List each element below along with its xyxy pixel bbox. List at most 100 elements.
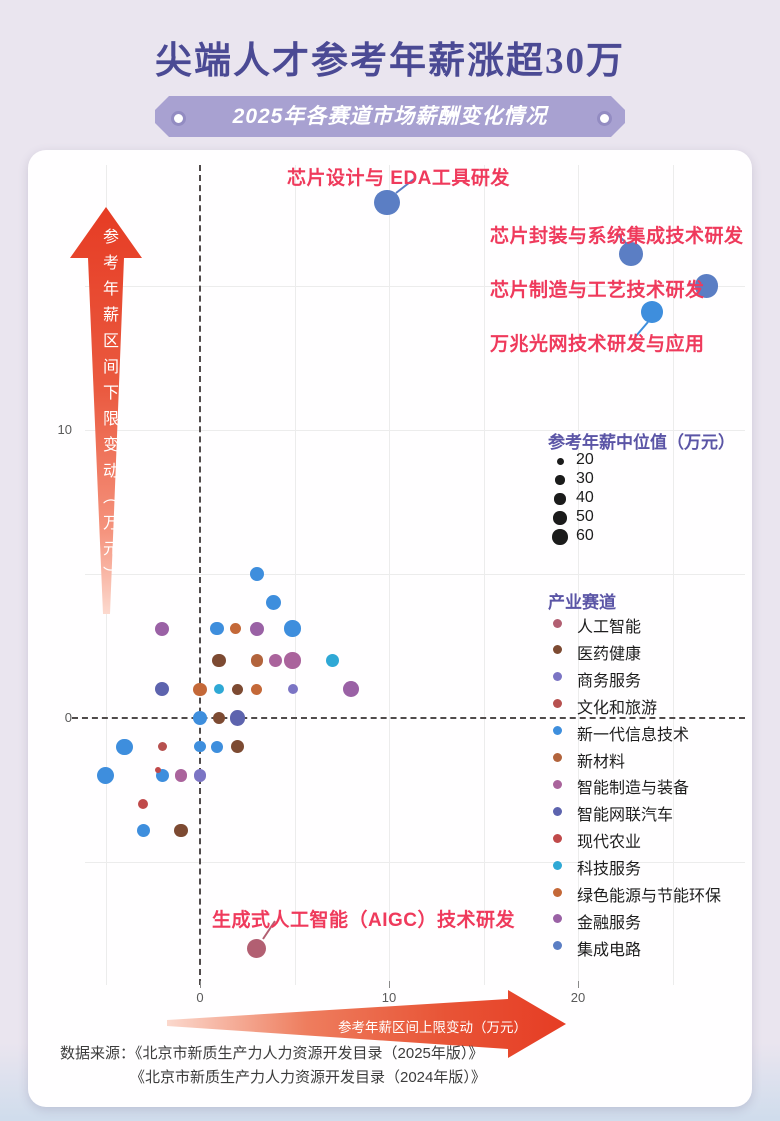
chart-card <box>28 150 752 1107</box>
y-tick-label: 10 <box>57 422 72 437</box>
data-point <box>343 681 360 698</box>
data-point <box>193 682 207 696</box>
data-point <box>155 682 170 697</box>
category-legend-dot <box>552 779 562 789</box>
category-legend-dot <box>552 806 562 816</box>
category-legend-label: 金融服务 <box>577 914 642 932</box>
data-point <box>266 595 282 611</box>
data-point <box>155 766 162 773</box>
data-point <box>231 740 245 754</box>
data-point <box>230 710 246 726</box>
category-legend-dot <box>552 887 562 897</box>
data-point <box>212 653 226 668</box>
data-point <box>136 823 150 837</box>
gridline-horizontal <box>85 430 745 431</box>
data-point <box>249 566 264 582</box>
zero-line-horizontal <box>72 717 745 719</box>
size-legend-circle <box>552 529 568 545</box>
size-legend-circle <box>556 457 564 465</box>
data-point <box>250 654 263 667</box>
gridline-horizontal <box>85 574 745 575</box>
x-tick-mark <box>578 981 579 988</box>
category-legend-label: 现代农业 <box>577 834 642 852</box>
data-point <box>116 738 133 755</box>
data-point <box>192 710 208 726</box>
data-point <box>694 274 719 298</box>
data-point <box>174 823 188 837</box>
size-legend-circle <box>555 475 565 485</box>
annotation-leader-line <box>395 178 415 194</box>
x-tick-label: 10 <box>381 990 397 1005</box>
data-point <box>174 769 188 782</box>
gridline-vertical <box>294 165 296 985</box>
size-legend-circle <box>554 493 566 505</box>
category-legend-label: 人工智能 <box>577 619 642 636</box>
gridline-horizontal <box>85 286 745 287</box>
data-point <box>210 622 224 636</box>
category-legend-dot <box>552 753 562 762</box>
source-text: 数据来源：《北京市新质生产力人力资源开发目录（2025年版）》 《北京市新质生产… <box>60 1042 486 1090</box>
annotation-leader-line <box>635 321 649 337</box>
data-point <box>284 652 301 669</box>
y-tick-label: 0 <box>64 710 72 725</box>
data-point <box>138 799 149 810</box>
category-legend-dot <box>552 672 562 682</box>
banner-dot-left <box>171 111 186 126</box>
category-legend-dot <box>552 860 562 870</box>
size-legend-value: 30 <box>576 470 594 487</box>
size-legend-value: 60 <box>576 527 594 544</box>
category-legend-label: 医药健康 <box>577 645 642 663</box>
category-legend-dot <box>552 833 562 843</box>
category-legend-label: 集成电路 <box>577 941 642 959</box>
category-legend-label: 文化和旅游 <box>577 699 658 717</box>
subtitle-text: 2025年各赛道市场薪酬变化情况 <box>232 105 548 128</box>
data-point <box>157 742 167 752</box>
data-point <box>284 620 301 637</box>
data-point <box>210 740 224 753</box>
category-legend-dot <box>552 645 562 655</box>
subtitle-banner <box>155 96 625 137</box>
y-axis-arrow <box>70 207 142 614</box>
data-point <box>249 621 264 636</box>
source-prefix: 数据来源： <box>60 1045 136 1062</box>
category-legend-label: 科技服务 <box>577 861 642 879</box>
category-legend-label: 新材料 <box>577 753 626 771</box>
x-tick-mark <box>200 981 201 988</box>
category-legend-label: 智能制造与装备 <box>577 780 690 798</box>
zero-line-vertical <box>199 165 201 985</box>
x-axis-arrow <box>167 990 566 1058</box>
data-point <box>230 623 242 635</box>
data-point <box>287 684 298 695</box>
size-legend-title: 参考年薪中位值（万元） <box>548 433 735 452</box>
data-point <box>213 684 224 695</box>
data-point <box>268 653 283 668</box>
annotation-label: 万兆光网技术研发与应用 <box>490 334 705 355</box>
category-legend-dot <box>552 726 562 736</box>
source-line-2: 《北京市新质生产力人力资源开发目录（2024年版）》 <box>130 1069 486 1086</box>
x-axis-label: 参考年薪区间上限变动（万元） <box>338 1020 527 1035</box>
y-axis-label: 参考年薪区间下限变动（万元） <box>100 228 117 592</box>
category-legend-label: 新一代信息技术 <box>577 726 690 744</box>
annotation-label: 生成式人工智能（AIGC）技术研发 <box>212 910 516 931</box>
gridline-vertical <box>578 165 579 985</box>
category-legend-dot <box>552 941 562 951</box>
category-legend-dot <box>552 914 562 924</box>
gridline-vertical <box>389 165 390 985</box>
category-legend-dot <box>552 699 562 709</box>
category-legend-label: 商务服务 <box>577 672 642 690</box>
gridline-vertical <box>483 165 485 985</box>
gridline-horizontal <box>85 862 745 863</box>
data-point <box>194 741 206 753</box>
data-point <box>212 711 226 725</box>
size-legend-value: 20 <box>576 451 594 468</box>
banner-dot-right <box>597 111 612 126</box>
annotation-label: 芯片设计与 EDA工具研发 <box>287 168 510 189</box>
size-legend-value: 40 <box>576 489 594 506</box>
annotation-label: 芯片封装与系统集成技术研发 <box>490 226 744 247</box>
source-line-1: 《北京市新质生产力人力资源开发目录（2025年版）》 <box>135 1045 484 1062</box>
category-legend-title: 产业赛道 <box>548 593 616 612</box>
category-legend-dot <box>552 618 562 628</box>
